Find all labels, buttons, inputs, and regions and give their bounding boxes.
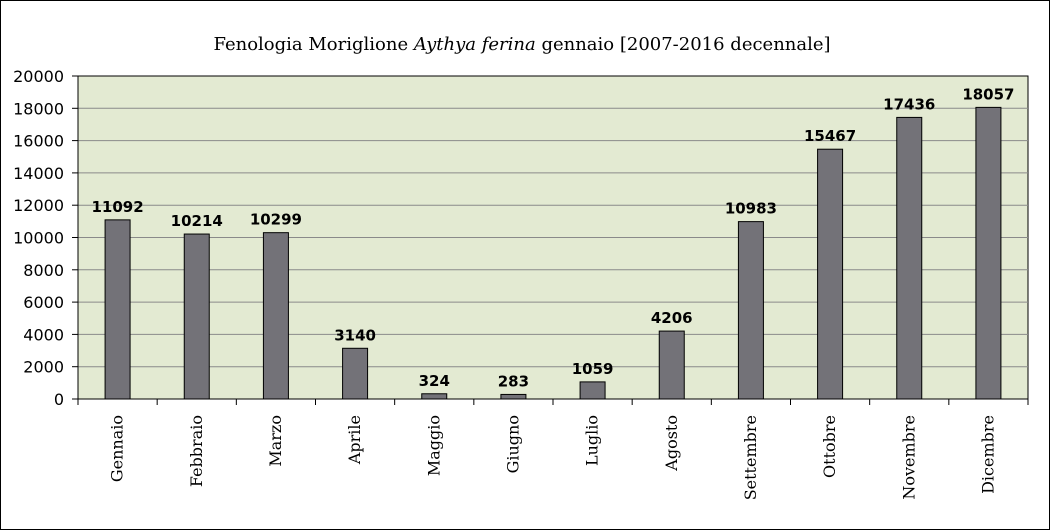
bars (104, 106, 1002, 400)
data-label: 1059 (572, 360, 614, 378)
y-tick-label: 2000 (23, 358, 64, 377)
bar-giugno (500, 393, 527, 400)
x-tick-label: Gennaio (108, 415, 127, 482)
y-tick-label: 20000 (13, 67, 64, 86)
bar-ottobre (817, 148, 844, 400)
chart-title: Fenologia Moriglione Aythya ferina genna… (213, 34, 830, 55)
data-label: 324 (419, 372, 450, 390)
bar-dicembre (975, 106, 1002, 400)
y-tick-label: 4000 (23, 325, 64, 344)
data-label: 10983 (725, 200, 777, 218)
y-tick-labels: 0 2000 4000 6000 8000 10000 12000 14000 16000 180… (13, 67, 64, 409)
bar-agosto (658, 330, 685, 400)
gridlines (78, 107, 1028, 368)
bar-settembre (737, 221, 764, 400)
data-label: 3140 (334, 326, 376, 344)
bar-marzo (262, 232, 289, 400)
y-tick-label: 12000 (13, 196, 64, 215)
x-tick-label: Agosto (662, 415, 681, 472)
data-label: 283 (498, 372, 529, 390)
y-tick-label: 0 (54, 390, 64, 409)
chart-title-species: Aythya ferina (412, 34, 536, 55)
bar-novembre (896, 116, 923, 400)
data-label: 10299 (250, 211, 302, 229)
data-labels: 11092 10214 10299 3140 324 283 1059 4206 10983 15… (91, 85, 1014, 390)
y-tick-label: 14000 (13, 164, 64, 183)
x-tick-label: Novembre (899, 415, 918, 500)
y-tick-label: 16000 (13, 132, 64, 151)
x-tick-label: Febbraio (187, 415, 206, 487)
bar-aprile (342, 347, 369, 400)
bar-luglio (579, 381, 606, 400)
bar-maggio (421, 393, 448, 400)
y-tick-label: 6000 (23, 293, 64, 312)
x-tick-label: Giugno (503, 415, 522, 473)
y-tick-label: 18000 (13, 99, 64, 118)
chart-title-prefix: Fenologia Moriglione (213, 34, 413, 55)
x-tick-label: Maggio (424, 415, 443, 476)
x-tick-label: Dicembre (978, 415, 997, 494)
data-label: 18057 (962, 85, 1014, 103)
data-label: 15467 (804, 127, 856, 145)
x-tick-label: Settembre (741, 415, 760, 500)
chart-title-suffix: gennaio [2007-2016 decennale] (536, 34, 831, 55)
x-tick-label: Marzo (266, 415, 285, 467)
bar-gennaio (104, 219, 131, 400)
data-label: 17436 (883, 95, 935, 113)
y-tick-label: 10000 (13, 229, 64, 248)
bar-febbraio (183, 233, 210, 400)
x-tick-labels: Gennaio Febbraio Marzo Aprile Maggio Giugno Lu… (108, 415, 998, 500)
data-label: 10214 (171, 212, 223, 230)
axes (72, 75, 1029, 405)
x-tick-label: Ottobre (820, 415, 839, 478)
y-tick-label: 8000 (23, 261, 64, 280)
data-label: 11092 (91, 198, 143, 216)
data-label: 4206 (651, 309, 693, 327)
x-tick-label: Luglio (583, 415, 602, 466)
x-tick-label: Aprile (345, 415, 364, 465)
